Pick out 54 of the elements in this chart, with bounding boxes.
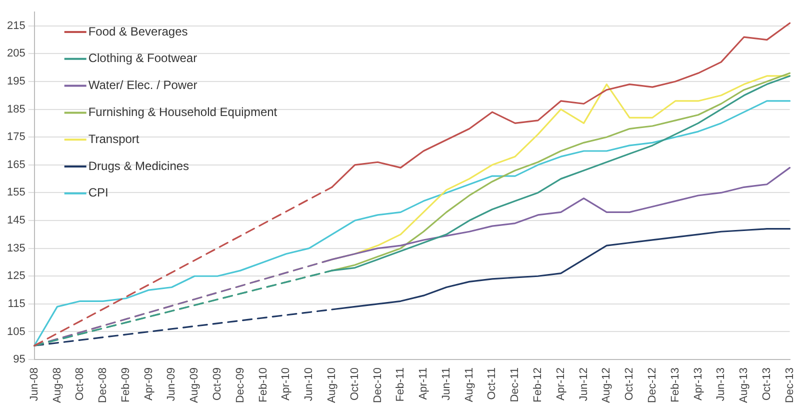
x-tick-label: Dec-12 <box>646 368 658 403</box>
x-tick-label: Aug-09 <box>188 368 201 404</box>
y-tick-label: 95 <box>13 354 26 366</box>
x-tick-label: Dec-11 <box>509 368 522 402</box>
x-tick-label: Jun-11 <box>440 368 452 400</box>
x-tick-label: Feb-11 <box>394 368 407 402</box>
x-tick-label: Jun-13 <box>715 368 728 402</box>
x-tick-label: Oct-11 <box>486 368 498 400</box>
x-tick-label: Oct-08 <box>74 368 86 401</box>
x-tick-label: Aug-08 <box>51 368 64 404</box>
x-tick-label: Jun-08 <box>28 368 40 402</box>
legend-label: Transport <box>88 132 140 146</box>
x-tick-label: Aug-13 <box>738 368 750 404</box>
x-tick-label: Apr-13 <box>692 368 704 401</box>
x-tick-label: Apr-12 <box>554 368 567 401</box>
x-tick-label: Apr-09 <box>142 368 155 401</box>
x-tick-label: Oct-10 <box>348 368 361 401</box>
y-tick-label: 195 <box>6 76 26 88</box>
x-tick-label: Oct-13 <box>760 368 773 401</box>
y-tick-label: 135 <box>6 242 26 254</box>
x-tick-label: Jun-09 <box>166 368 178 402</box>
y-tick-label: 115 <box>8 298 26 310</box>
legend-label: Food & Beverages <box>88 24 188 38</box>
x-tick-label: Oct-12 <box>624 368 636 401</box>
x-tick-label: Feb-10 <box>257 368 270 402</box>
legend-label: Clothing & Footwear <box>88 51 198 66</box>
x-tick-label: Jun-12 <box>578 368 590 402</box>
y-tick-label: 215 <box>6 20 26 32</box>
legend-label: Drugs & Medicines <box>88 158 190 173</box>
y-tick-label: 165 <box>6 158 26 171</box>
x-tick-label: Dec-08 <box>97 368 110 403</box>
x-tick-label: Feb-12 <box>532 368 544 402</box>
legend-label: Furnishing & Household Equipment <box>88 105 278 120</box>
x-tick-label: Apr-10 <box>280 368 292 401</box>
x-tick-label: Aug-10 <box>326 368 338 404</box>
y-tick-label: 205 <box>6 48 26 60</box>
x-tick-label: Dec-13 <box>784 368 796 403</box>
x-tick-label: Dec-10 <box>372 368 384 403</box>
x-tick-label: Feb-09 <box>120 368 132 402</box>
x-tick-label: Dec-09 <box>234 368 246 403</box>
x-tick-label: Jun-10 <box>303 368 316 402</box>
legend-label: Water/ Elec. / Power <box>88 78 198 92</box>
y-tick-label: 145 <box>6 214 26 227</box>
legend-label: CPI <box>88 186 108 200</box>
x-tick-label: Apr-11 <box>418 368 430 400</box>
y-tick-label: 175 <box>6 131 26 144</box>
x-tick-label: Feb-13 <box>669 368 682 402</box>
x-tick-label: Aug-11 <box>463 368 476 402</box>
y-tick-label: 105 <box>6 326 26 338</box>
y-tick-label: 185 <box>6 103 26 116</box>
x-tick-label: Oct-09 <box>212 368 224 401</box>
x-tick-label: Aug-12 <box>600 368 613 404</box>
y-tick-label: 155 <box>6 186 26 199</box>
y-tick-label: 125 <box>6 270 26 282</box>
